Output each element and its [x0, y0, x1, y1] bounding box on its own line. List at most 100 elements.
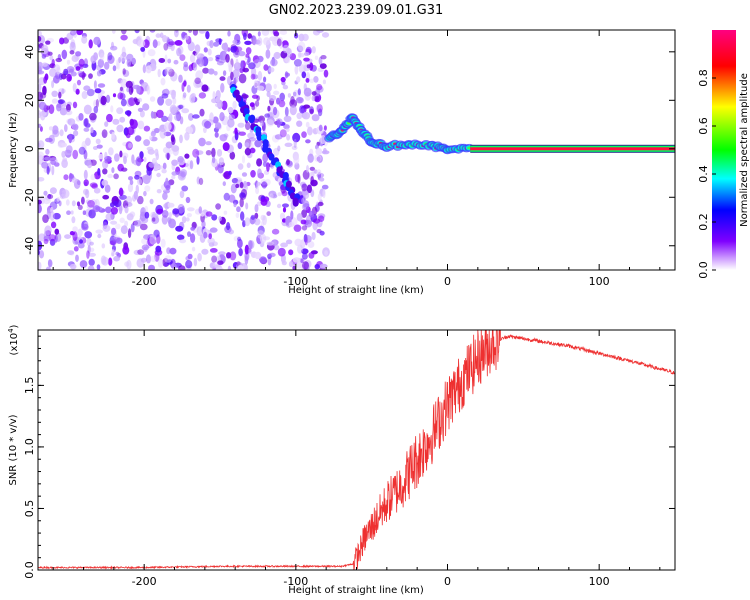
noise-blob — [67, 118, 76, 126]
noise-blob — [71, 200, 76, 207]
noise-blob — [105, 206, 112, 214]
noise-blob — [195, 150, 204, 156]
noise-blob — [113, 173, 119, 180]
noise-blob — [81, 71, 86, 80]
noise-blob — [68, 133, 73, 144]
noise-blob — [95, 138, 101, 145]
noise-blob — [112, 65, 117, 72]
noise-blob — [81, 196, 85, 205]
noise-blob — [154, 164, 160, 169]
noise-blob — [122, 246, 130, 255]
noise-blob — [303, 87, 312, 97]
noise-blob — [237, 236, 242, 242]
noise-blob — [293, 224, 302, 232]
noise-blob — [172, 208, 180, 215]
noise-blob — [111, 167, 115, 174]
noise-blob — [288, 221, 295, 228]
noise-blob — [99, 52, 105, 61]
noise-blob — [268, 252, 276, 258]
noise-blob — [249, 141, 254, 150]
noise-blob — [166, 259, 173, 265]
noise-blob — [111, 131, 115, 140]
colorbar-tick-label: 0.8 — [697, 69, 710, 87]
noise-blob — [232, 68, 240, 79]
noise-blob — [89, 182, 98, 188]
noise-blob — [257, 225, 265, 235]
x-tick-label: 100 — [589, 575, 610, 588]
noise-blob — [249, 147, 256, 154]
noise-blob — [256, 85, 265, 91]
noise-blob — [126, 259, 132, 270]
noise-blob — [249, 102, 255, 108]
noise-blob — [115, 237, 123, 244]
noise-blob — [269, 94, 277, 102]
noise-blob — [285, 58, 291, 64]
noise-blob — [268, 190, 277, 198]
noise-blob — [88, 258, 95, 266]
noise-blob — [144, 211, 150, 219]
noise-blob — [220, 82, 225, 93]
colorbar-tick-label: 0.0 — [697, 261, 710, 279]
noise-blob — [245, 47, 252, 55]
noise-blob — [38, 204, 42, 214]
noise-blob — [171, 171, 178, 176]
noise-blob — [297, 244, 303, 254]
noise-blob — [38, 91, 43, 101]
noise-blob — [250, 214, 256, 220]
noise-blob — [165, 152, 171, 159]
noise-blob — [283, 115, 292, 123]
noise-blob — [216, 149, 223, 157]
noise-blob — [239, 197, 244, 208]
noise-blob — [214, 132, 219, 138]
noise-blob — [38, 140, 45, 149]
x-tick-label: 0 — [444, 575, 451, 588]
noise-blob — [156, 109, 164, 119]
spectrogram-x-label: Height of straight line (km) — [288, 285, 424, 296]
noise-blob — [38, 199, 42, 205]
noise-blob — [49, 211, 55, 221]
noise-blob — [163, 43, 169, 51]
noise-blob — [70, 39, 76, 48]
noise-blob — [189, 93, 196, 104]
noise-blob — [53, 75, 60, 84]
noise-blob — [76, 30, 84, 36]
y-tick-label: 0.5 — [23, 500, 36, 518]
noise-blob — [285, 239, 293, 245]
noise-blob — [71, 54, 79, 63]
noise-blob — [292, 265, 296, 270]
noise-blob — [90, 174, 96, 181]
noise-blob — [145, 254, 152, 264]
noise-blob — [194, 44, 201, 53]
noise-blob — [186, 207, 195, 212]
noise-blob — [142, 175, 150, 180]
signal-trace — [324, 113, 675, 155]
noise-blob — [107, 52, 113, 61]
noise-blob — [78, 113, 84, 121]
noise-blob — [106, 113, 113, 123]
noise-blob — [260, 120, 264, 127]
noise-blob — [301, 253, 308, 260]
noise-blob — [316, 30, 324, 33]
noise-blob — [201, 248, 209, 255]
noise-blob — [174, 40, 183, 46]
noise-blob — [263, 76, 267, 83]
noise-blob — [38, 30, 42, 37]
noise-blob — [64, 234, 72, 240]
noise-blob — [229, 151, 236, 160]
noise-blob — [285, 127, 290, 132]
noise-blob — [155, 245, 162, 253]
noise-blob — [87, 265, 95, 270]
noise-blob — [189, 160, 194, 170]
x-tick-label: -100 — [283, 275, 308, 288]
noise-blob — [165, 177, 169, 186]
noise-blob — [120, 78, 128, 89]
track-blob — [292, 199, 299, 207]
noise-blob — [256, 181, 260, 189]
noise-blob — [280, 242, 288, 248]
noise-blob — [230, 71, 234, 81]
snr-x-label: Height of straight line (km) — [288, 585, 424, 596]
noise-blob — [157, 68, 161, 78]
noise-blob — [205, 30, 210, 40]
noise-blob — [316, 83, 323, 91]
noise-blob — [38, 261, 42, 270]
